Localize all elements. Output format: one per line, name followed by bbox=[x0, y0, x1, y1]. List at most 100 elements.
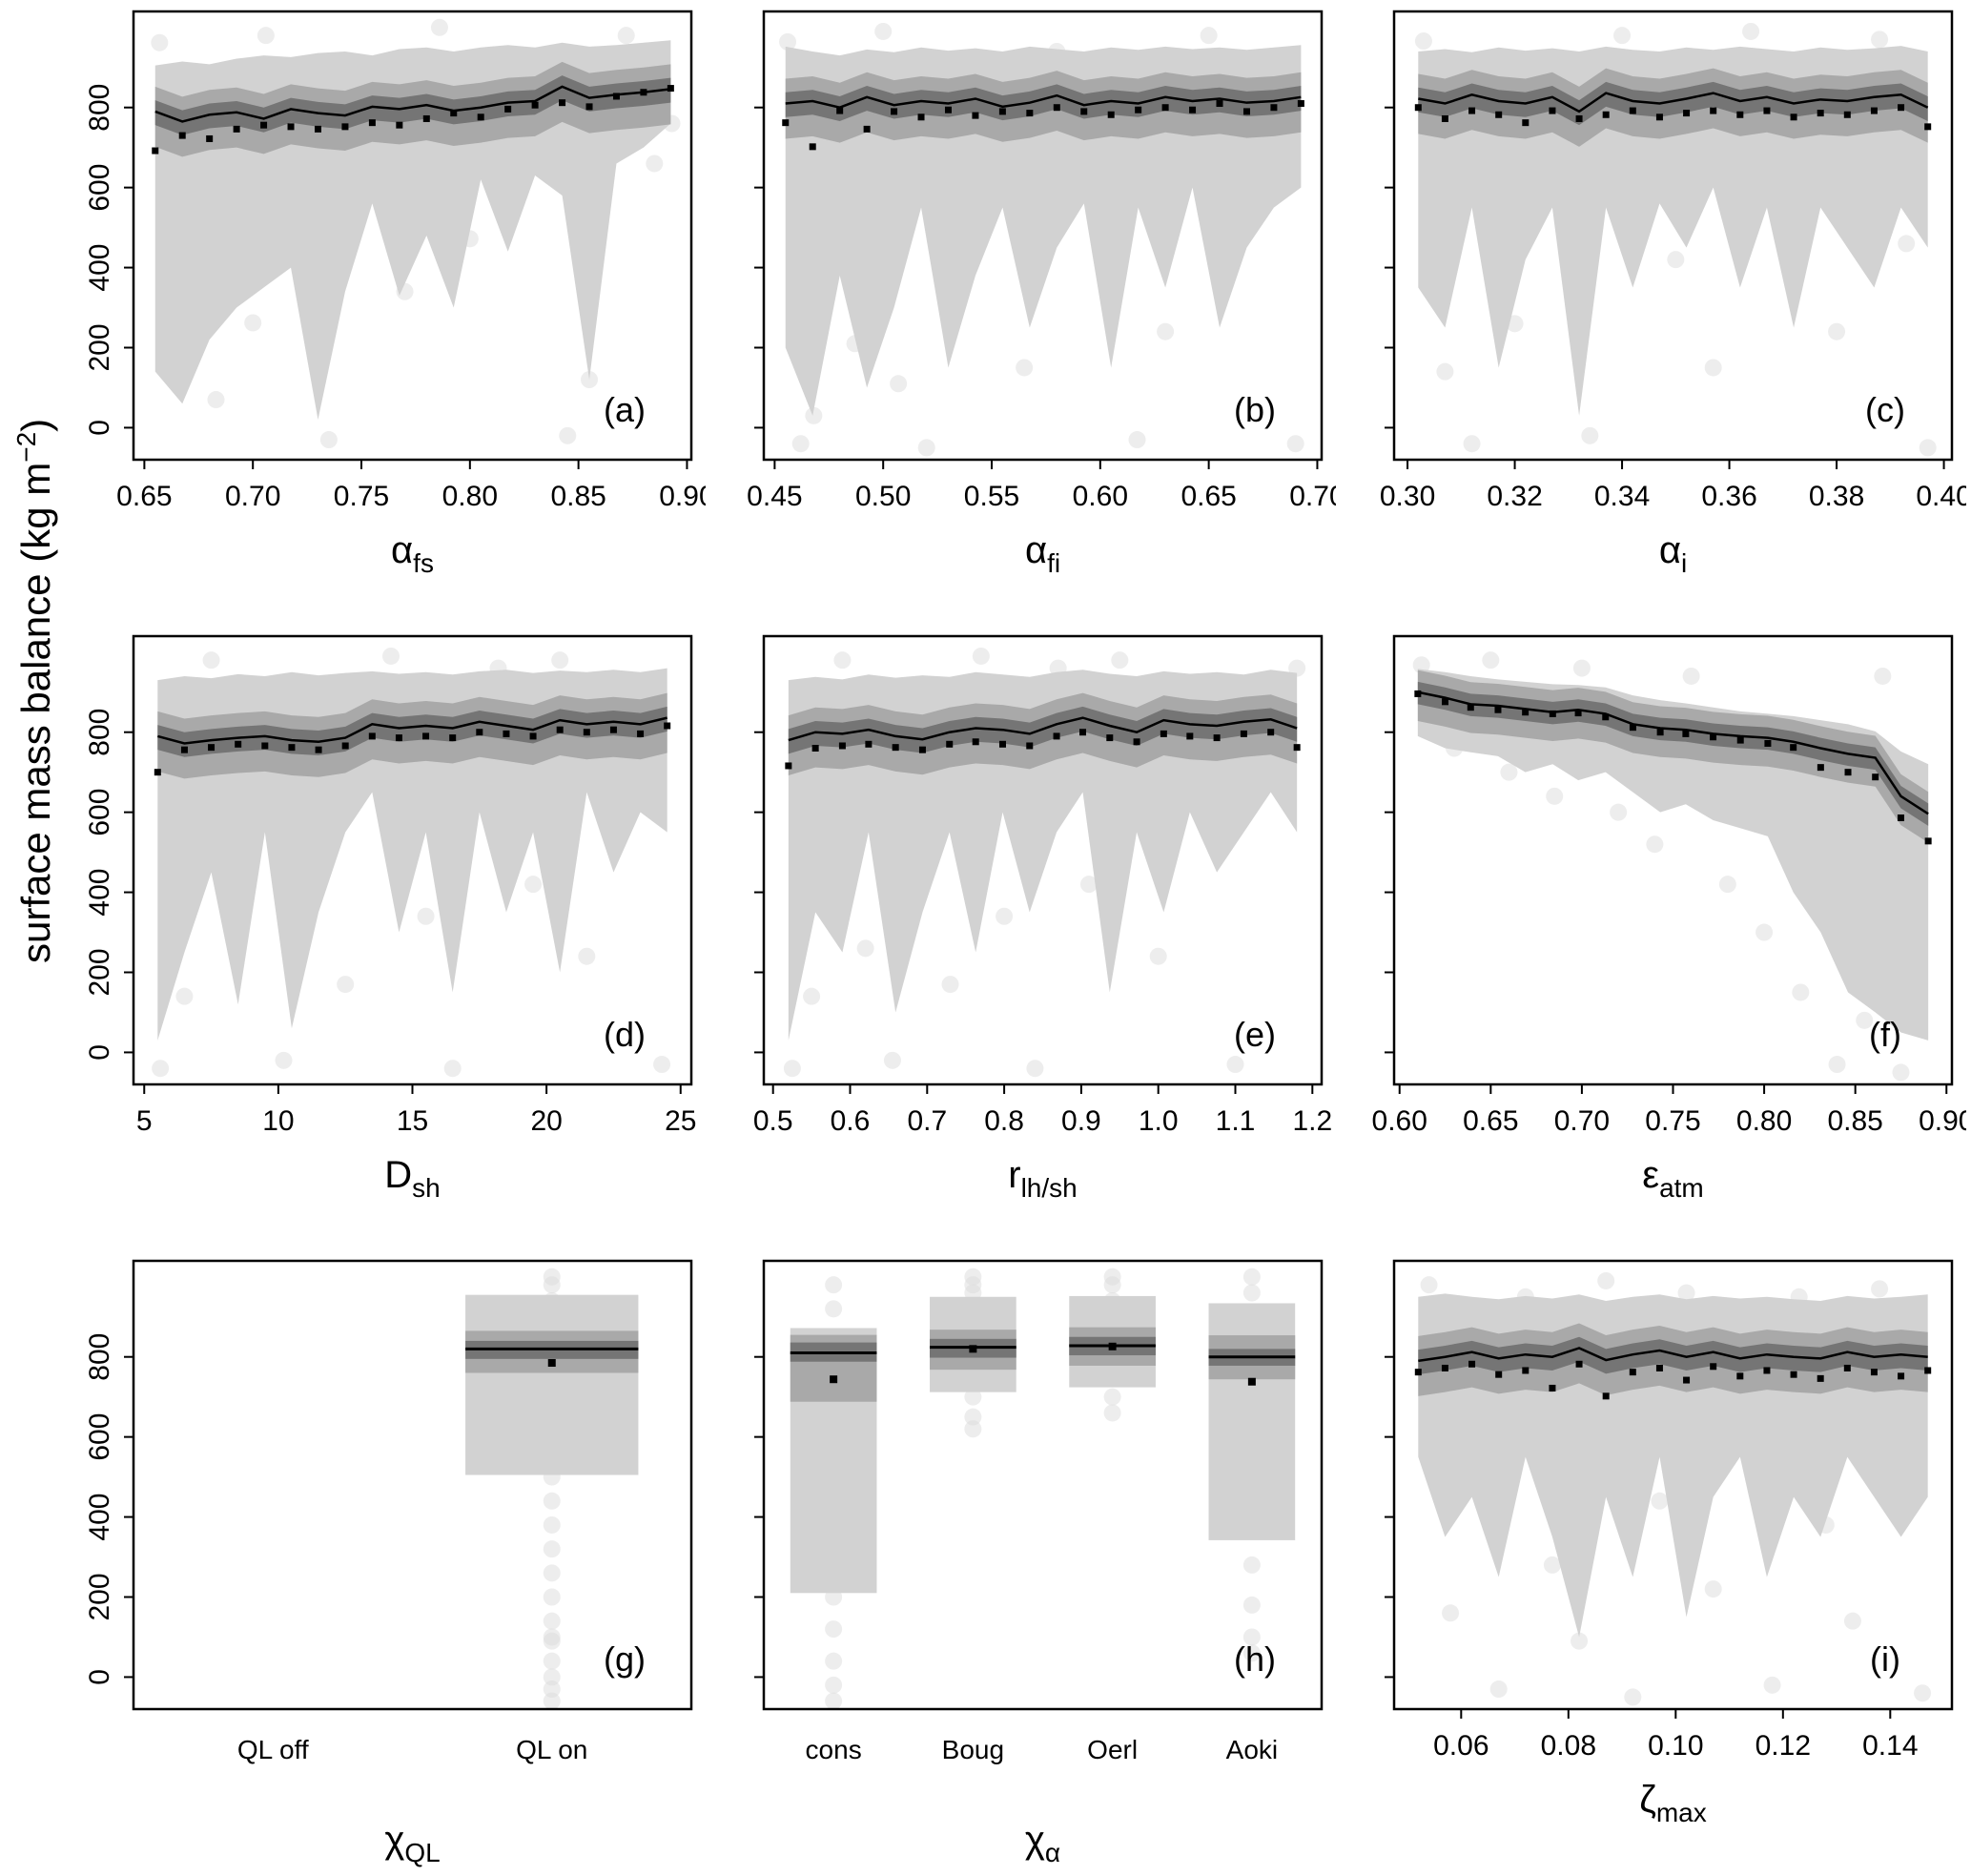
scatter-point bbox=[1792, 983, 1810, 1001]
scatter-point bbox=[275, 1051, 293, 1069]
scatter-point bbox=[1103, 1404, 1121, 1422]
mean-marker bbox=[1213, 734, 1221, 742]
mean-marker bbox=[1242, 108, 1250, 115]
scatter-point bbox=[578, 947, 596, 965]
scatter-point bbox=[1828, 1056, 1846, 1074]
median-line bbox=[156, 716, 667, 745]
mean-marker bbox=[917, 113, 925, 121]
scatter-point bbox=[1226, 1056, 1244, 1074]
mean-marker bbox=[529, 732, 537, 740]
mean-marker bbox=[559, 99, 566, 107]
mean-marker bbox=[1161, 104, 1169, 112]
scatter-point bbox=[825, 1652, 843, 1670]
mean-marker bbox=[1522, 709, 1530, 716]
scatter-point bbox=[1572, 659, 1591, 677]
mean-marker bbox=[178, 132, 186, 139]
x-tick-label: 0.70 bbox=[1289, 481, 1336, 512]
x-tick-label: 15 bbox=[397, 1105, 428, 1137]
scatter-point bbox=[1597, 1271, 1615, 1289]
x-tick-label: 0.70 bbox=[225, 481, 280, 512]
x-tick-label: 0.55 bbox=[964, 481, 1019, 512]
mean-marker bbox=[1135, 106, 1142, 113]
panel-g: QL off QL on 0 200 400 600 800 (g) χQL bbox=[84, 1259, 693, 1867]
scatter-point bbox=[382, 647, 400, 665]
mean-marker bbox=[1414, 1369, 1422, 1376]
mean-marker bbox=[640, 89, 647, 96]
mean-marker bbox=[1414, 104, 1422, 112]
y-tick-label: 0 bbox=[84, 1669, 115, 1685]
mean-marker bbox=[946, 740, 954, 748]
scatter-point bbox=[856, 939, 874, 958]
scatter-point bbox=[1874, 667, 1892, 685]
panel-letter: (f) bbox=[1869, 1015, 1901, 1054]
scatter-point bbox=[559, 426, 577, 444]
scatter-point bbox=[646, 155, 664, 173]
scatter-point bbox=[1571, 1632, 1589, 1650]
y-tick-label: 200 bbox=[84, 323, 115, 371]
scatter-point bbox=[202, 651, 220, 670]
scatter-point bbox=[996, 907, 1014, 925]
scatter-point bbox=[417, 907, 435, 925]
scatter-point bbox=[1442, 1604, 1460, 1622]
panel-c: 0.30 0.32 0.34 0.36 0.38 0.40 (c) αi bbox=[1380, 10, 1966, 578]
scatter-point bbox=[917, 439, 935, 457]
mean-marker bbox=[341, 742, 349, 750]
scatter-point bbox=[803, 987, 821, 1005]
mean-marker bbox=[1574, 710, 1582, 717]
mean-marker bbox=[782, 119, 790, 127]
scatter-point bbox=[1500, 763, 1518, 781]
scatter-point bbox=[543, 1268, 561, 1286]
mean-marker bbox=[449, 734, 457, 742]
mean-marker bbox=[1763, 1367, 1771, 1374]
x-tick-label: 0.85 bbox=[550, 481, 606, 512]
x-axis-label: Dsh bbox=[384, 1154, 440, 1203]
mean-marker bbox=[1629, 1369, 1636, 1376]
plot-border bbox=[1392, 634, 1954, 1086]
panel-letter: (i) bbox=[1870, 1639, 1900, 1679]
x-tick-label: 0.60 bbox=[1073, 481, 1128, 512]
mean-marker bbox=[863, 125, 871, 133]
scatter-point bbox=[1704, 359, 1722, 377]
mean-marker bbox=[1468, 107, 1476, 114]
mean-marker bbox=[830, 1375, 838, 1384]
mean-marker bbox=[1764, 739, 1772, 747]
mean-marker bbox=[450, 110, 458, 117]
x-tick-label: 1.2 bbox=[1292, 1105, 1332, 1137]
x-tick-label: 20 bbox=[530, 1105, 562, 1137]
mean-marker bbox=[1763, 107, 1771, 114]
panel-f: 0.60 0.65 0.70 0.75 0.80 0.85 0.90 (f) εatm bbox=[1372, 634, 1966, 1203]
scatter-point bbox=[1914, 1684, 1932, 1702]
mean-marker bbox=[1494, 706, 1502, 713]
mean-marker bbox=[1106, 734, 1114, 742]
scatter-point bbox=[1242, 1268, 1261, 1286]
scatter-point bbox=[1677, 1284, 1695, 1302]
x-tick-label: 0.65 bbox=[1181, 481, 1236, 512]
x-tick-label: 0.65 bbox=[1463, 1105, 1518, 1137]
panel-h: cons Boug Oerl Aoki (h) χα bbox=[754, 1259, 1324, 1867]
x-tick-label: 0.14 bbox=[1862, 1730, 1918, 1762]
mean-marker bbox=[1817, 110, 1824, 117]
x-tick-label: 0.65 bbox=[116, 481, 172, 512]
mean-marker bbox=[809, 143, 816, 151]
mean-marker bbox=[1441, 114, 1448, 122]
scatter-point bbox=[543, 1692, 561, 1710]
scatter-point bbox=[1242, 1628, 1261, 1646]
mean-marker bbox=[1924, 123, 1932, 131]
plot-border bbox=[762, 1259, 1324, 1711]
scatter-point bbox=[319, 431, 338, 449]
x-tick-label: 0.38 bbox=[1809, 481, 1864, 512]
mean-marker bbox=[1267, 729, 1275, 736]
mean-marker bbox=[1026, 110, 1034, 117]
y-tick-label: 400 bbox=[84, 244, 115, 292]
x-tick-label: 0.08 bbox=[1541, 1730, 1596, 1762]
mean-marker bbox=[1655, 1364, 1663, 1371]
scatter-point bbox=[257, 27, 275, 45]
y-tick-label: 400 bbox=[84, 869, 115, 917]
scatter-point bbox=[1892, 1063, 1910, 1082]
mean-marker bbox=[838, 742, 846, 750]
range-box-outer bbox=[465, 1294, 639, 1475]
x-tick-label: 5 bbox=[136, 1105, 153, 1137]
mean-marker bbox=[1710, 107, 1717, 114]
scatter-point bbox=[1026, 1060, 1044, 1078]
scatter-point bbox=[1286, 435, 1304, 453]
